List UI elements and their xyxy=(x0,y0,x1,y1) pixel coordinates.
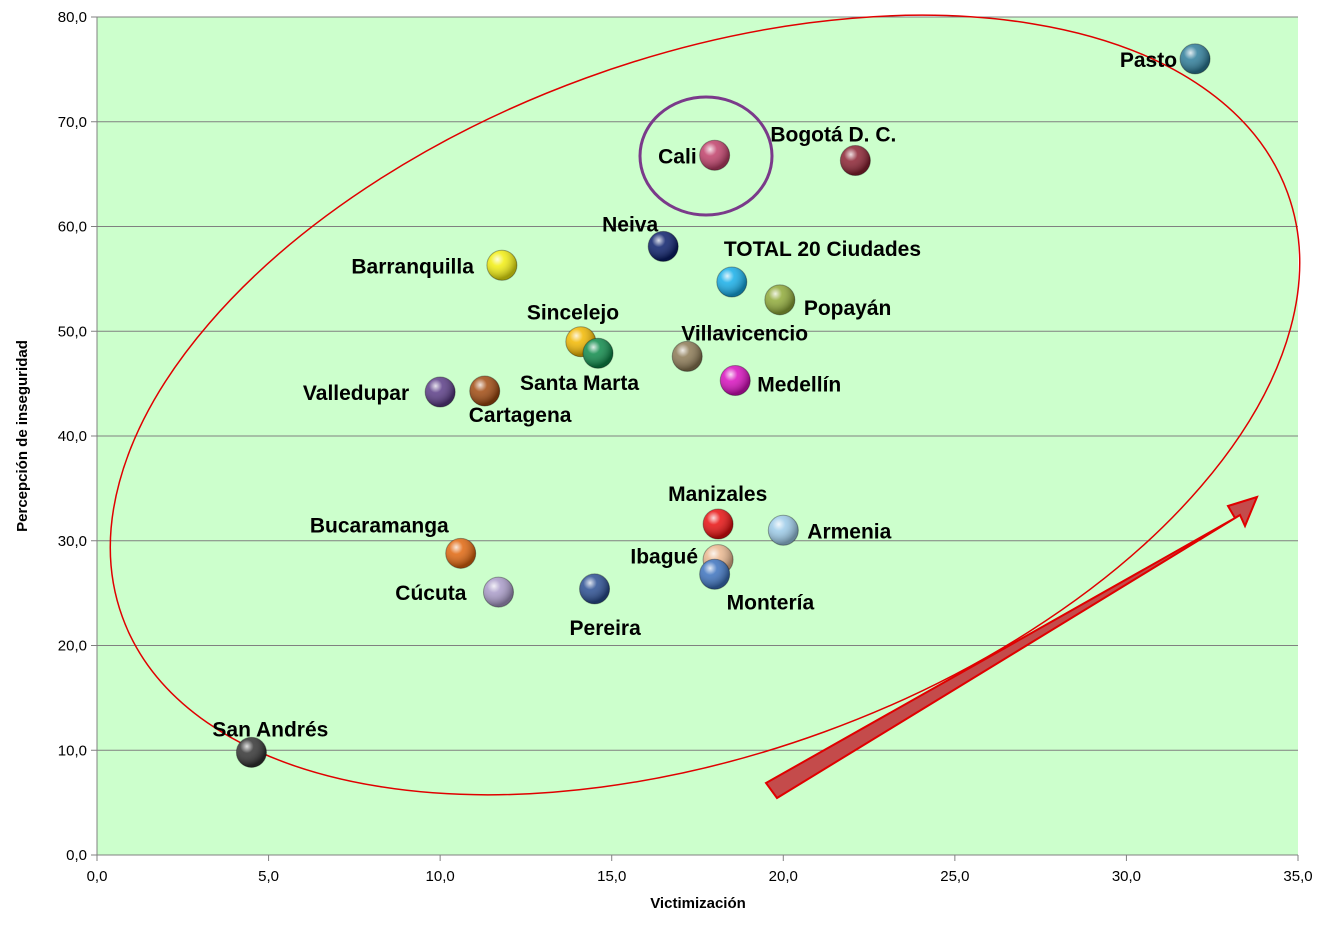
point-label-popayan: Popayán xyxy=(804,297,892,320)
point-label-bogota-d-c: Bogotá D. C. xyxy=(770,124,896,147)
point-label-cali: Cali xyxy=(658,145,697,168)
point-label-villavicencio: Villavicencio xyxy=(681,322,808,345)
y-tick-label: 40,0 xyxy=(58,428,87,445)
point-label-sincelejo: Sincelejo xyxy=(527,302,619,325)
point-label-monteria: Montería xyxy=(727,591,815,614)
data-point-gloss xyxy=(720,365,751,396)
point-label-medellin: Medellín xyxy=(757,373,841,396)
y-tick-label: 60,0 xyxy=(58,219,87,236)
data-point-gloss xyxy=(699,559,730,590)
y-tick-label: 0,0 xyxy=(66,847,87,864)
y-tick-label: 30,0 xyxy=(58,533,87,550)
point-label-cartagena: Cartagena xyxy=(469,404,572,427)
point-label-ibague: Ibagué xyxy=(630,546,698,569)
highlight-circle-cali xyxy=(638,95,774,217)
data-point-gloss xyxy=(582,338,613,369)
x-tick-label: 35,0 xyxy=(1283,868,1312,885)
y-axis-title: Percepción de inseguridad xyxy=(14,340,31,532)
point-label-valledupar: Valledupar xyxy=(303,382,409,405)
data-point-gloss xyxy=(483,577,514,608)
x-tick-label: 25,0 xyxy=(940,868,969,885)
y-tick-labels: 0,0 10,0 20,0 30,0 40,0 50,0 60,0 70,0 80,0 xyxy=(58,9,87,864)
point-label-pereira: Pereira xyxy=(570,617,642,640)
x-tick-label: 10,0 xyxy=(426,868,455,885)
point-label-santa-marta: Santa Marta xyxy=(520,372,639,395)
data-point-gloss xyxy=(699,140,730,171)
y-tick-label: 70,0 xyxy=(58,114,87,131)
point-labels: Pasto Cali Bogotá D. C. Neiva Barranquilla TO… xyxy=(212,49,1177,741)
point-label-neiva: Neiva xyxy=(602,213,658,236)
y-tick-label: 20,0 xyxy=(58,638,87,655)
x-tick-label: 5,0 xyxy=(258,868,279,885)
y-tick-label: 80,0 xyxy=(58,9,87,26)
data-point-gloss xyxy=(486,250,517,281)
data-point-gloss xyxy=(648,231,679,262)
data-point-gloss xyxy=(768,515,799,546)
point-label-cucuta: Cúcuta xyxy=(395,582,466,605)
x-tick-label: 20,0 xyxy=(769,868,798,885)
point-label-pasto: Pasto xyxy=(1120,49,1177,72)
data-point-gloss xyxy=(672,341,703,372)
gridlines xyxy=(97,16,1298,751)
data-point-gloss xyxy=(445,538,476,569)
trend-arrow-icon xyxy=(764,495,1259,800)
data-points xyxy=(235,43,1211,768)
data-point-gloss xyxy=(236,737,267,768)
data-point-gloss xyxy=(764,284,795,315)
x-axis-title: Victimización xyxy=(650,895,746,912)
axes xyxy=(91,16,1299,861)
data-point-gloss xyxy=(840,145,871,176)
x-tick-label: 15,0 xyxy=(597,868,626,885)
data-point-gloss xyxy=(1180,43,1211,74)
highlight-ellipse-large xyxy=(109,14,1301,796)
x-tick-label: 30,0 xyxy=(1112,868,1141,885)
point-label-bucaramanga: Bucaramanga xyxy=(310,514,449,537)
point-label-manizales: Manizales xyxy=(668,483,767,506)
data-point-gloss xyxy=(716,267,747,298)
point-label-san-andres: San Andrés xyxy=(212,718,328,741)
y-tick-label: 50,0 xyxy=(58,323,87,340)
point-label-barranquilla: Barranquilla xyxy=(351,255,474,278)
y-tick-label: 10,0 xyxy=(58,742,87,759)
data-point-gloss xyxy=(469,375,500,406)
point-label-total-20-ciudades: TOTAL 20 Ciudades xyxy=(724,238,921,261)
x-tick-label: 0,0 xyxy=(87,868,108,885)
data-point-gloss xyxy=(703,508,734,539)
data-point-gloss xyxy=(425,377,456,408)
x-tick-labels: 0,0 5,0 10,0 15,0 20,0 25,0 30,0 35,0 xyxy=(87,868,1313,885)
data-point-gloss xyxy=(579,573,610,604)
point-label-armenia: Armenia xyxy=(807,520,891,543)
